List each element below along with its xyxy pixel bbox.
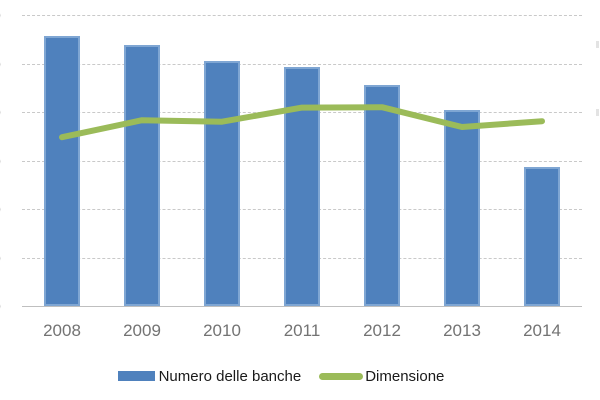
x-label-2011: 2011 <box>283 321 321 340</box>
legend: Numero delle banche Dimensione <box>0 364 581 388</box>
x-label-2012: 2012 <box>363 321 401 340</box>
legend-item-dimensione: Dimensione <box>319 368 444 385</box>
y-tick-label-fragment: 0 <box>0 201 6 218</box>
x-axis-line <box>22 306 582 307</box>
x-label-2008: 2008 <box>43 321 81 340</box>
bar-2010 <box>204 61 240 306</box>
legend-label-numero-delle-banche: Numero delle banche <box>158 367 302 385</box>
x-label-2009: 2009 <box>123 321 161 340</box>
bar-2008 <box>44 35 80 306</box>
bar-2014 <box>524 166 560 306</box>
y-tick-label-fragment: 0 <box>0 104 6 121</box>
bar-2009 <box>124 45 160 306</box>
y-tick-label-fragment: 0 <box>0 250 6 267</box>
y-tick-label-fragment: 0 <box>0 153 6 170</box>
legend-label-dimensione: Dimensione <box>365 367 445 385</box>
bar-swatch-icon <box>117 371 155 381</box>
y-tick-label-fragment: 0 <box>0 7 6 24</box>
right-axis-label-fragment <box>596 41 599 48</box>
x-label-2013: 2013 <box>443 321 481 340</box>
bar-2013 <box>444 110 480 306</box>
legend-item-numero-delle-banche: Numero delle banche <box>117 367 302 385</box>
y-tick-label-fragment: 0 <box>0 298 6 315</box>
x-label-2014: 2014 <box>523 321 561 340</box>
y-tick-label-fragment: 0 <box>0 56 6 73</box>
line-swatch-icon <box>319 372 364 380</box>
gridline <box>22 63 582 65</box>
x-label-2010: 2010 <box>203 321 241 340</box>
bar-2011 <box>284 66 320 306</box>
bar-2012 <box>364 84 400 306</box>
right-axis-label-fragment <box>596 109 599 116</box>
gridline <box>22 15 582 16</box>
